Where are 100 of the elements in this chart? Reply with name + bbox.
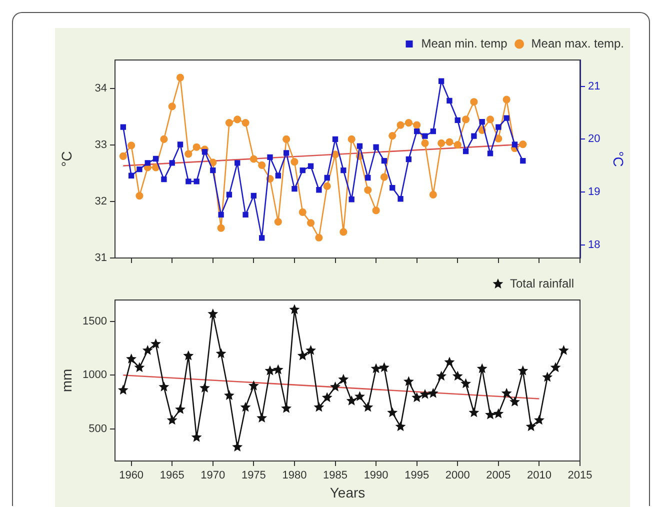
point [275,172,281,178]
point [184,150,192,158]
point [340,228,348,236]
point [348,196,354,202]
point [306,219,315,227]
point [118,384,128,395]
point [487,150,494,156]
point [128,172,134,178]
x-tick-label: 1975 [241,470,266,482]
point [387,407,398,418]
point [380,173,388,181]
point [534,414,544,425]
point [267,154,273,160]
point [322,392,332,402]
point [324,174,330,181]
point [282,135,290,143]
point [226,192,232,198]
point [281,402,292,413]
point [216,348,226,358]
point [308,163,314,169]
point [476,363,488,374]
point [330,381,340,392]
point [224,390,234,400]
point [161,176,167,182]
point [126,354,137,364]
point [446,98,452,104]
point [250,192,257,199]
point [395,421,406,432]
point [306,344,316,355]
y2-tick-label: 21 [588,80,600,92]
y2-tick-label: 19 [588,186,600,198]
point [200,382,210,392]
y-tick-label: 34 [94,82,107,94]
point [429,190,437,198]
point [519,140,527,148]
point [332,136,338,142]
point [232,442,243,452]
point [438,139,446,147]
point [194,178,200,184]
point [412,392,422,402]
point [152,156,159,162]
x-tick-label: 1995 [404,470,430,482]
point [485,409,496,420]
point [403,376,414,386]
x-tick-label: 1965 [160,470,184,482]
point [470,98,478,106]
x-tick-label: 1990 [364,470,388,482]
y-tick-label: 32 [94,195,107,208]
point [210,168,216,174]
point [144,160,150,166]
point [315,234,323,242]
point [323,182,331,190]
point [225,118,234,127]
point [356,143,363,149]
point [468,407,480,418]
point [438,78,444,84]
point [406,156,412,162]
point [218,212,224,218]
point [300,168,306,174]
point [160,135,168,143]
y-tick-label: 33 [94,138,107,151]
point [479,118,485,125]
x-axis-title: Years [330,484,366,500]
x-tick-label: 1970 [200,470,226,482]
point [340,168,346,174]
point [242,212,248,218]
point [183,350,194,360]
y-axis-title: mm [58,368,74,392]
point [404,118,412,127]
point [169,160,175,166]
point [168,102,176,110]
point [136,192,144,200]
y-tick-label: 1500 [82,316,107,328]
point [150,338,162,348]
point [365,174,371,181]
legend-label: Total rainfall [510,276,574,290]
point [202,149,208,155]
point [504,115,510,121]
point [381,158,388,164]
y-tick-label: 1000 [82,369,107,382]
x-tick-label: 1980 [282,470,307,482]
point [471,133,477,139]
point [502,96,510,104]
point [364,186,372,194]
point [142,344,153,355]
point [289,304,300,314]
point [176,74,184,82]
point [346,395,357,406]
point [542,372,553,382]
x-tick-label: 2000 [445,470,470,482]
point [234,160,240,166]
point [444,356,455,367]
point [292,186,298,192]
legend-label: Mean max. temp. [531,36,624,50]
point [362,402,374,412]
point [119,152,127,160]
point [460,378,472,388]
point [316,187,322,193]
point [396,121,404,129]
point [134,362,145,372]
